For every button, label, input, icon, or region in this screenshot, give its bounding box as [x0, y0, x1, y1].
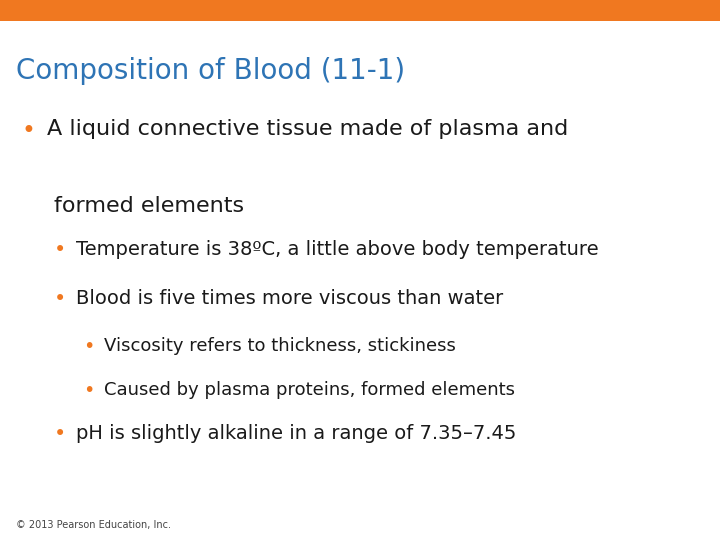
Text: •: • [54, 289, 66, 309]
Text: pH is slightly alkaline in a range of 7.35–7.45: pH is slightly alkaline in a range of 7.… [76, 424, 516, 443]
Text: Viscosity refers to thickness, stickiness: Viscosity refers to thickness, stickines… [104, 338, 456, 355]
Text: •: • [83, 381, 94, 400]
Text: Temperature is 38ºC, a little above body temperature: Temperature is 38ºC, a little above body… [76, 240, 598, 259]
Text: •: • [83, 338, 94, 356]
Text: formed elements: formed elements [54, 196, 244, 216]
Text: •: • [54, 240, 66, 260]
FancyBboxPatch shape [0, 0, 720, 21]
Text: Composition of Blood (11-1): Composition of Blood (11-1) [16, 57, 405, 85]
Text: © 2013 Pearson Education, Inc.: © 2013 Pearson Education, Inc. [16, 520, 171, 530]
Text: A liquid connective tissue made of plasma and: A liquid connective tissue made of plasm… [47, 119, 568, 139]
Text: Caused by plasma proteins, formed elements: Caused by plasma proteins, formed elemen… [104, 381, 516, 399]
Text: Blood is five times more viscous than water: Blood is five times more viscous than wa… [76, 289, 503, 308]
Text: •: • [54, 424, 66, 444]
Text: •: • [22, 119, 35, 143]
